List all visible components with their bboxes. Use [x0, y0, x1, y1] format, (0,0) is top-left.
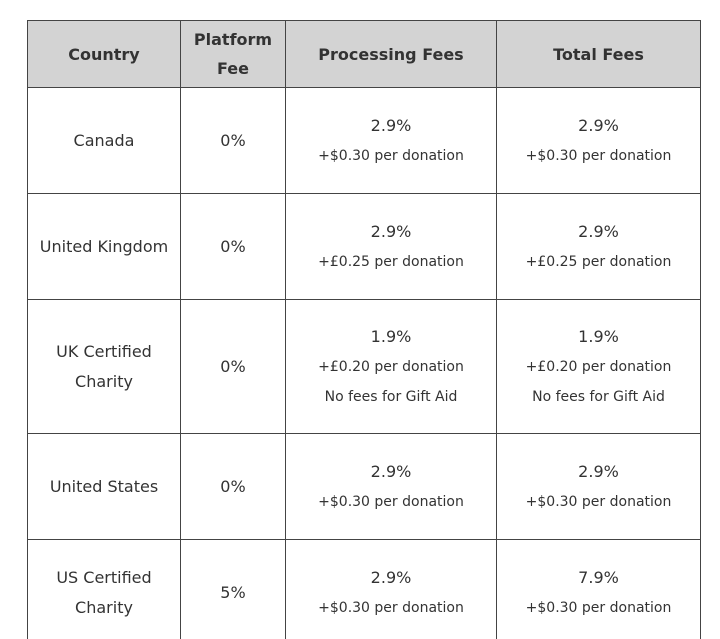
- platform-fee-cell: 0%: [180, 193, 286, 300]
- fee-rate: 2.9%: [370, 115, 412, 135]
- fee-note: No fees for Gift Aid: [324, 388, 458, 405]
- header-row: Country Platform Fee Processing Fees Total …: [27, 20, 701, 88]
- fee-note: +£0.20 per donation: [318, 358, 464, 375]
- fee-cell: 2.9% +$0.30 per donation: [496, 87, 701, 194]
- fee-note: +$0.30 per donation: [525, 493, 672, 510]
- country-cell: United States: [27, 433, 181, 540]
- fee-note: +$0.30 per donation: [525, 599, 672, 616]
- fee-rate: 2.9%: [578, 115, 619, 135]
- fee-cell: 2.9% +$0.30 per donation: [496, 433, 701, 540]
- header-cell: Total Fees: [496, 20, 701, 88]
- fee-rate: 2.9%: [370, 221, 412, 241]
- country-cell: UK Certified Charity: [27, 299, 181, 434]
- fee-rate: 1.9%: [370, 326, 412, 346]
- fee-note: +$0.30 per donation: [318, 493, 464, 510]
- fee-note: +$0.30 per donation: [318, 599, 464, 616]
- fee-note: +$0.30 per donation: [525, 147, 672, 164]
- fee-cell: 2.9% +$0.30 per donation: [285, 539, 497, 639]
- platform-fee-cell: 0%: [180, 299, 286, 434]
- fee-cell: 2.9% +$0.30 per donation: [285, 87, 497, 194]
- table-row: UK Certified Charity 0% 1.9% +£0.20 per don…: [27, 299, 701, 434]
- header-cell: Platform Fee: [180, 20, 286, 88]
- fee-cell: 2.9% +$0.30 per donation: [285, 433, 497, 540]
- fee-rate: 2.9%: [578, 221, 619, 241]
- fee-rate: 2.9%: [370, 567, 412, 587]
- fee-note: No fees for Gift Aid: [532, 388, 665, 405]
- fee-note: +£0.25 per donation: [318, 253, 464, 270]
- country-cell: United Kingdom: [27, 193, 181, 300]
- fees-table: Country Platform Fee Processing Fees Total …: [27, 20, 701, 639]
- fee-rate: 7.9%: [578, 567, 619, 587]
- country-cell: US Certified Charity: [27, 539, 181, 639]
- fee-cell: 7.9% +$0.30 per donation: [496, 539, 701, 639]
- fee-cell: 2.9% +£0.25 per donation: [496, 193, 701, 300]
- table-row: US Certified Charity 5% 2.9% +$0.30 per don…: [27, 539, 701, 639]
- fee-cell: 2.9% +£0.25 per donation: [285, 193, 497, 300]
- table-row: United Kingdom 0% 2.9% +£0.25 per donation 2…: [27, 193, 701, 300]
- fee-cell: 1.9% +£0.20 per donation No fees for Gift …: [496, 299, 701, 434]
- header-cell: Country: [27, 20, 181, 88]
- fee-note: +$0.30 per donation: [318, 147, 464, 164]
- fee-note: +£0.25 per donation: [525, 253, 672, 270]
- fee-cell: 1.9% +£0.20 per donation No fees for Gift …: [285, 299, 497, 434]
- country-cell: Canada: [27, 87, 181, 194]
- fee-rate: 2.9%: [578, 461, 619, 481]
- platform-fee-cell: 0%: [180, 87, 286, 194]
- platform-fee-cell: 5%: [180, 539, 286, 639]
- fee-note: +£0.20 per donation: [525, 358, 672, 375]
- fee-rate: 2.9%: [370, 461, 412, 481]
- platform-fee-cell: 0%: [180, 433, 286, 540]
- table-row: Canada 0% 2.9% +$0.30 per donation 2.9% +$0.3…: [27, 87, 701, 194]
- table-row: United States 0% 2.9% +$0.30 per donation 2.…: [27, 433, 701, 540]
- fee-rate: 1.9%: [578, 326, 619, 346]
- header-cell: Processing Fees: [285, 20, 497, 88]
